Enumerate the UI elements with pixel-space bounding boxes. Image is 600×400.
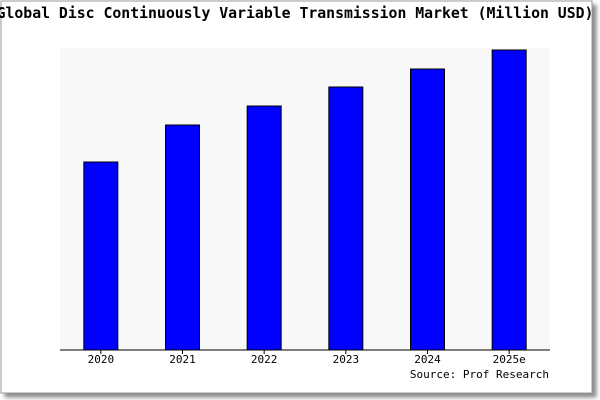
bar [328,86,364,351]
bar [491,49,527,351]
bar [165,124,200,351]
plot-area [60,48,550,350]
bar [246,105,282,351]
chart-title: Global Disc Continuously Variable Transm… [0,5,593,22]
x-tick-label: 2022 [251,353,278,366]
x-tick-label: 2020 [88,353,115,366]
bar [410,68,445,351]
source: Source: Prof Research [410,368,549,381]
x-tick-label: 2023 [333,353,360,366]
x-tick-label: 2024 [414,353,441,366]
x-tick-label: 2025e [493,353,526,366]
bar [83,161,119,351]
x-tick-label: 2021 [169,353,196,366]
